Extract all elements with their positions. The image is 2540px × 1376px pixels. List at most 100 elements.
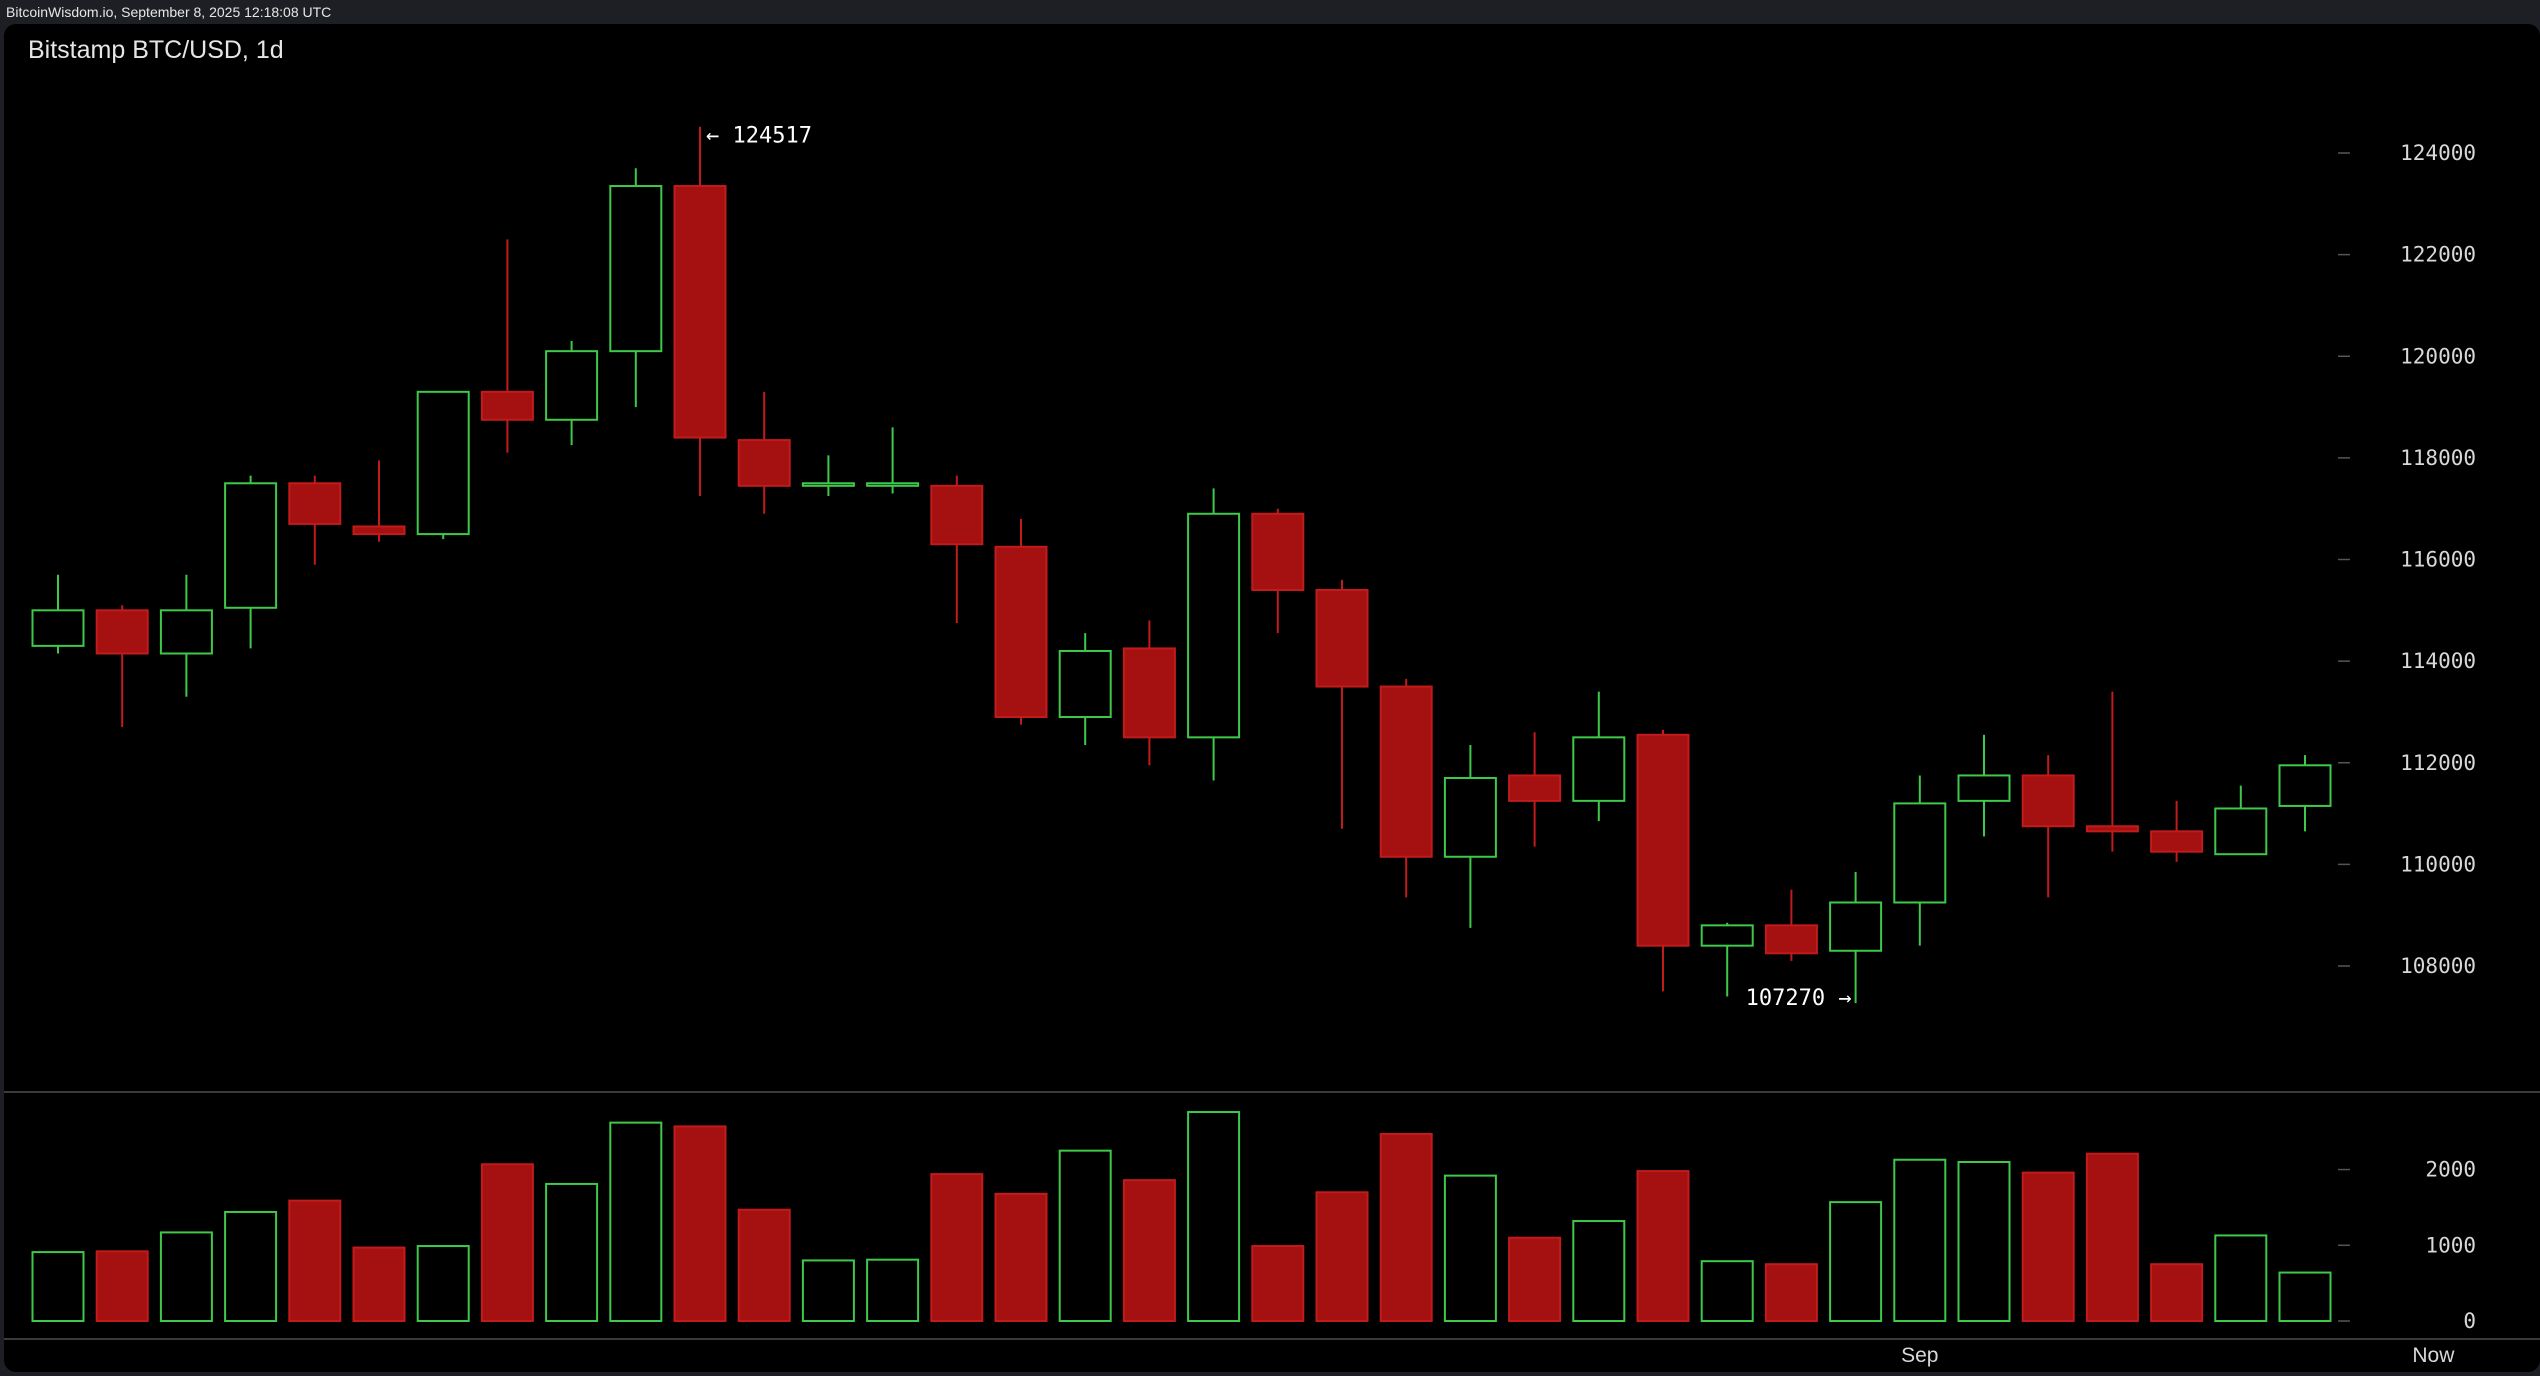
candle-body bbox=[1187, 512, 1241, 739]
candle-body bbox=[1251, 512, 1305, 591]
candle bbox=[352, 460, 406, 542]
candle-body bbox=[95, 609, 149, 655]
candle bbox=[1315, 579, 1369, 829]
candle-body bbox=[1379, 685, 1433, 858]
volume-bar bbox=[1251, 1245, 1305, 1322]
volume-bar bbox=[1829, 1201, 1883, 1322]
volume-bar bbox=[1764, 1263, 1818, 1322]
candle bbox=[1058, 633, 1112, 745]
candle-body bbox=[1700, 924, 1754, 947]
volume-bar bbox=[1636, 1170, 1690, 1322]
volume-bar bbox=[930, 1173, 984, 1322]
volume-bar bbox=[673, 1125, 727, 1323]
candle-body bbox=[1443, 776, 1497, 858]
volume-bar bbox=[2278, 1271, 2332, 1322]
volume-bars bbox=[31, 1111, 2332, 1323]
candle bbox=[545, 341, 599, 446]
volume-bar bbox=[801, 1259, 855, 1323]
volume-bar bbox=[288, 1199, 342, 1322]
volume-bar bbox=[2085, 1152, 2139, 1322]
volume-bar bbox=[1893, 1158, 1947, 1322]
candle-body bbox=[159, 609, 213, 655]
volume-bar bbox=[224, 1210, 278, 1323]
source-timestamp: BitcoinWisdom.io, September 8, 2025 12:1… bbox=[6, 4, 332, 20]
candlestick-chart: 108000 110000 112000 114000 116000 118000 1200… bbox=[4, 124, 2540, 1367]
candle bbox=[224, 475, 278, 649]
volume-tick-label: 1000 bbox=[2425, 1233, 2476, 1257]
price-axis-ticks: 108000 110000 112000 114000 116000 118000 1200… bbox=[2338, 141, 2476, 978]
candle bbox=[994, 518, 1048, 725]
volume-bar bbox=[545, 1182, 599, 1323]
candle-body bbox=[1508, 774, 1562, 802]
price-tick-label: 120000 bbox=[2400, 344, 2476, 368]
candle bbox=[416, 390, 470, 540]
volume-bar bbox=[1187, 1111, 1241, 1322]
chart-panel: 108000 110000 112000 114000 116000 118000 1200… bbox=[4, 24, 2540, 1372]
candle bbox=[866, 427, 920, 494]
volume-bar bbox=[737, 1208, 791, 1322]
volume-bar bbox=[1379, 1132, 1433, 1322]
candle bbox=[930, 475, 984, 624]
candle-body bbox=[1058, 649, 1112, 719]
price-tick-label: 124000 bbox=[2400, 141, 2476, 165]
candle-body bbox=[930, 484, 984, 546]
candle bbox=[1957, 734, 2011, 837]
candle bbox=[1636, 729, 1690, 992]
candle bbox=[2214, 785, 2268, 856]
candle bbox=[737, 391, 791, 514]
candle-body bbox=[1893, 802, 1947, 904]
volume-bar bbox=[2214, 1234, 2268, 1323]
candle bbox=[2278, 755, 2332, 832]
volume-bar bbox=[159, 1231, 213, 1323]
candle bbox=[1700, 922, 1754, 997]
candle-body bbox=[480, 390, 534, 421]
candle bbox=[2021, 755, 2075, 898]
time-axis-label: Now bbox=[2412, 1344, 2455, 1367]
candle-body bbox=[288, 482, 342, 525]
candle bbox=[2150, 800, 2204, 862]
candle bbox=[1379, 678, 1433, 898]
candle-body bbox=[1957, 774, 2011, 802]
volume-bar bbox=[1508, 1236, 1562, 1322]
candle bbox=[1829, 871, 1883, 1004]
candle-body bbox=[1829, 901, 1883, 952]
time-axis-labels: Sep Now bbox=[1901, 1344, 2455, 1367]
price-tick-label: 112000 bbox=[2400, 751, 2476, 775]
price-tick-label: 114000 bbox=[2400, 649, 2476, 673]
volume-tick-label: 2000 bbox=[2425, 1158, 2476, 1182]
candle bbox=[673, 126, 727, 496]
volume-bar bbox=[1957, 1161, 2011, 1322]
price-tick-label: 122000 bbox=[2400, 243, 2476, 267]
top-bar: BitcoinWisdom.io, September 8, 2025 12:1… bbox=[0, 0, 2540, 24]
volume-bar bbox=[609, 1121, 663, 1322]
candle bbox=[801, 455, 855, 496]
volume-tick-label: 0 bbox=[2463, 1309, 2476, 1333]
candle bbox=[159, 574, 213, 697]
price-tick-label: 108000 bbox=[2400, 954, 2476, 978]
candle-body bbox=[801, 482, 855, 487]
volume-bar bbox=[2150, 1263, 2204, 1322]
candle-body bbox=[2150, 830, 2204, 853]
candle-body bbox=[1636, 733, 1690, 947]
candle-body bbox=[1764, 924, 1818, 955]
candle-body bbox=[31, 609, 85, 647]
candle bbox=[609, 168, 663, 408]
candle-body bbox=[609, 185, 663, 353]
price-annotation: ← 124517 bbox=[706, 124, 812, 149]
candle-body bbox=[2278, 764, 2332, 807]
candle-body bbox=[673, 185, 727, 439]
volume-bar bbox=[1700, 1260, 1754, 1322]
price-tick-label: 116000 bbox=[2400, 548, 2476, 572]
candle bbox=[1122, 620, 1176, 766]
candle bbox=[1187, 488, 1241, 781]
candle bbox=[95, 605, 149, 728]
price-annotation: 107270 → bbox=[1746, 986, 1852, 1011]
candle bbox=[1572, 691, 1626, 822]
candle-body bbox=[416, 390, 470, 536]
candle bbox=[1764, 889, 1818, 961]
price-tick-label: 118000 bbox=[2400, 446, 2476, 470]
candle-body bbox=[866, 482, 920, 487]
price-annotations: ← 124517 107270 → bbox=[706, 124, 1852, 1011]
volume-bar bbox=[352, 1246, 406, 1322]
candle-body bbox=[737, 439, 791, 487]
